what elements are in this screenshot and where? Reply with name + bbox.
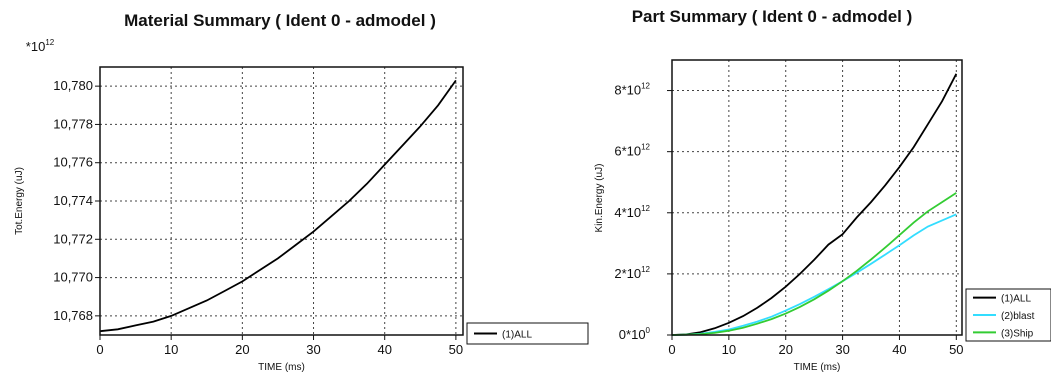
x-tick-label: 50 <box>449 342 463 357</box>
x-tick-label: 40 <box>892 342 906 357</box>
y-tick-label: 10,780 <box>53 78 93 93</box>
series-line-1 <box>671 73 958 336</box>
plot-frame <box>671 59 963 336</box>
y-tick-label: 10,772 <box>53 231 93 246</box>
y-tick-label: 4*1012 <box>614 204 650 220</box>
legend-label: (1)ALL <box>1001 294 1031 305</box>
chart-2: Part Summary ( Ident 0 - admodel ) 0 10 20 3… <box>594 7 1051 373</box>
legend-box <box>466 322 589 345</box>
series-line-1 <box>99 79 457 333</box>
y-axis-label: Tot.Energy (uJ) <box>14 167 25 235</box>
y-multiplier-label: *1012 <box>26 38 55 54</box>
y-axis-label: Kin.Energy (uJ) <box>594 164 605 233</box>
series-line-2 <box>671 213 957 336</box>
legend-label: (2)blast <box>1001 311 1035 322</box>
legend: (1)ALL (2)blast (3)Ship <box>965 288 1051 342</box>
legend-label: (1)ALL <box>502 330 532 341</box>
y-tick-label: 2*1012 <box>614 265 650 281</box>
x-tick-label: 30 <box>835 342 849 357</box>
series-line-3 <box>671 192 957 336</box>
y-tick-label: 0*100 <box>619 326 651 342</box>
x-axis-label: TIME (ms) <box>258 362 305 373</box>
legend-label: (3)Ship <box>1001 328 1034 339</box>
y-tick-label: 10,768 <box>53 308 93 323</box>
x-axis-label: TIME (ms) <box>794 362 841 373</box>
chart-title: Material Summary ( Ident 0 - admodel ) <box>124 11 436 30</box>
legend: (1)ALL <box>466 322 589 345</box>
y-tick-label: 10,774 <box>53 193 93 208</box>
x-tick-label: 50 <box>949 342 963 357</box>
y-tick-label: 10,778 <box>53 116 93 131</box>
y-tick-label: 10,776 <box>53 155 93 170</box>
x-tick-label: 0 <box>96 342 103 357</box>
x-tick-label: 10 <box>722 342 736 357</box>
x-tick-label: 0 <box>668 342 675 357</box>
x-tick-label: 20 <box>778 342 792 357</box>
chart-title: Part Summary ( Ident 0 - admodel ) <box>632 7 913 26</box>
x-tick-label: 20 <box>235 342 249 357</box>
x-tick-label: 10 <box>164 342 178 357</box>
chart-1: Material Summary ( Ident 0 - admodel ) *1… <box>14 11 589 373</box>
y-tick-label: 6*1012 <box>614 143 650 159</box>
x-tick-label: 40 <box>377 342 391 357</box>
y-tick-label: 10,770 <box>53 270 93 285</box>
x-tick-label: 30 <box>306 342 320 357</box>
y-tick-label: 8*1012 <box>614 82 650 98</box>
